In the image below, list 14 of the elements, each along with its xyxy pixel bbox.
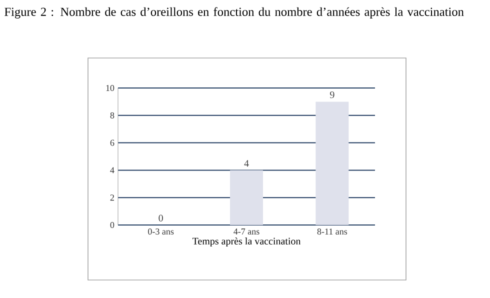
y-tick-label: 6	[110, 140, 114, 146]
y-tick-label: 10	[106, 84, 114, 92]
chart-title: Figure 2 : Nombre de cas d’oreillons en fonction du nombre d’années après la vaccination	[4, 7, 464, 19]
y-tick-label: 4	[110, 167, 114, 174]
y-tick-label: 8	[110, 112, 114, 118]
data-label: 4	[244, 160, 249, 167]
x-tick-label: 0-3 ans	[148, 228, 174, 235]
y-tick-label: 2	[110, 194, 114, 201]
data-label: 0	[158, 214, 163, 222]
data-label: 9	[330, 91, 334, 98]
y-tick-label: 0	[110, 222, 114, 228]
x-axis-title: Temps après la vaccination	[192, 237, 301, 247]
x-tick-label: 8-11 ans	[317, 228, 348, 235]
x-tick-label: 4-7 ans	[234, 228, 260, 235]
